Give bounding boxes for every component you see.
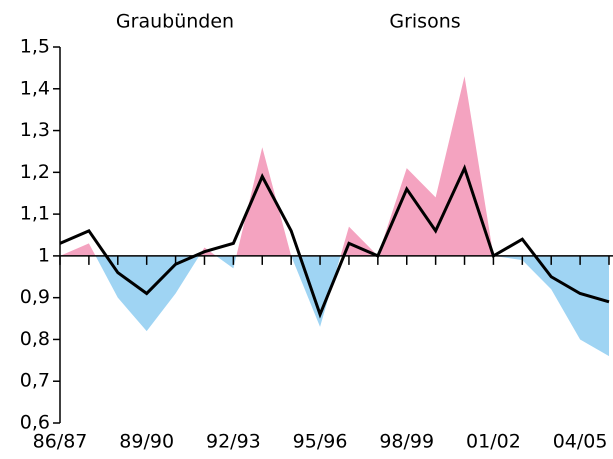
- y-tick-label: 1,5: [20, 36, 50, 58]
- x-tick-label: 04/05: [553, 431, 608, 453]
- y-tick-label: 1,2: [20, 161, 50, 183]
- x-tick-label: 95/96: [293, 431, 348, 453]
- y-tick-label: 1,1: [20, 203, 50, 225]
- area-above: [60, 76, 494, 256]
- x-tick-label: 89/90: [119, 431, 174, 453]
- y-tick-label: 1: [38, 244, 50, 266]
- y-tick-label: 1,4: [20, 77, 50, 99]
- x-tick-label: 98/99: [379, 431, 434, 453]
- chart-title: Graubünden: [116, 11, 234, 33]
- chart-subtitle: Grisons: [389, 11, 460, 33]
- y-tick-label: 0,7: [20, 370, 50, 392]
- y-tick-label: 0,9: [20, 286, 50, 308]
- y-tick-label: 0,6: [20, 412, 50, 434]
- y-tick-label: 0,8: [20, 328, 50, 350]
- y-tick-label: 1,3: [20, 119, 50, 141]
- x-tick-label: 01/02: [466, 431, 521, 453]
- x-tick-label: 92/93: [206, 431, 261, 453]
- line: [59, 164, 610, 319]
- x-tick-label: 86/87: [33, 431, 88, 453]
- area-below: [60, 255, 609, 357]
